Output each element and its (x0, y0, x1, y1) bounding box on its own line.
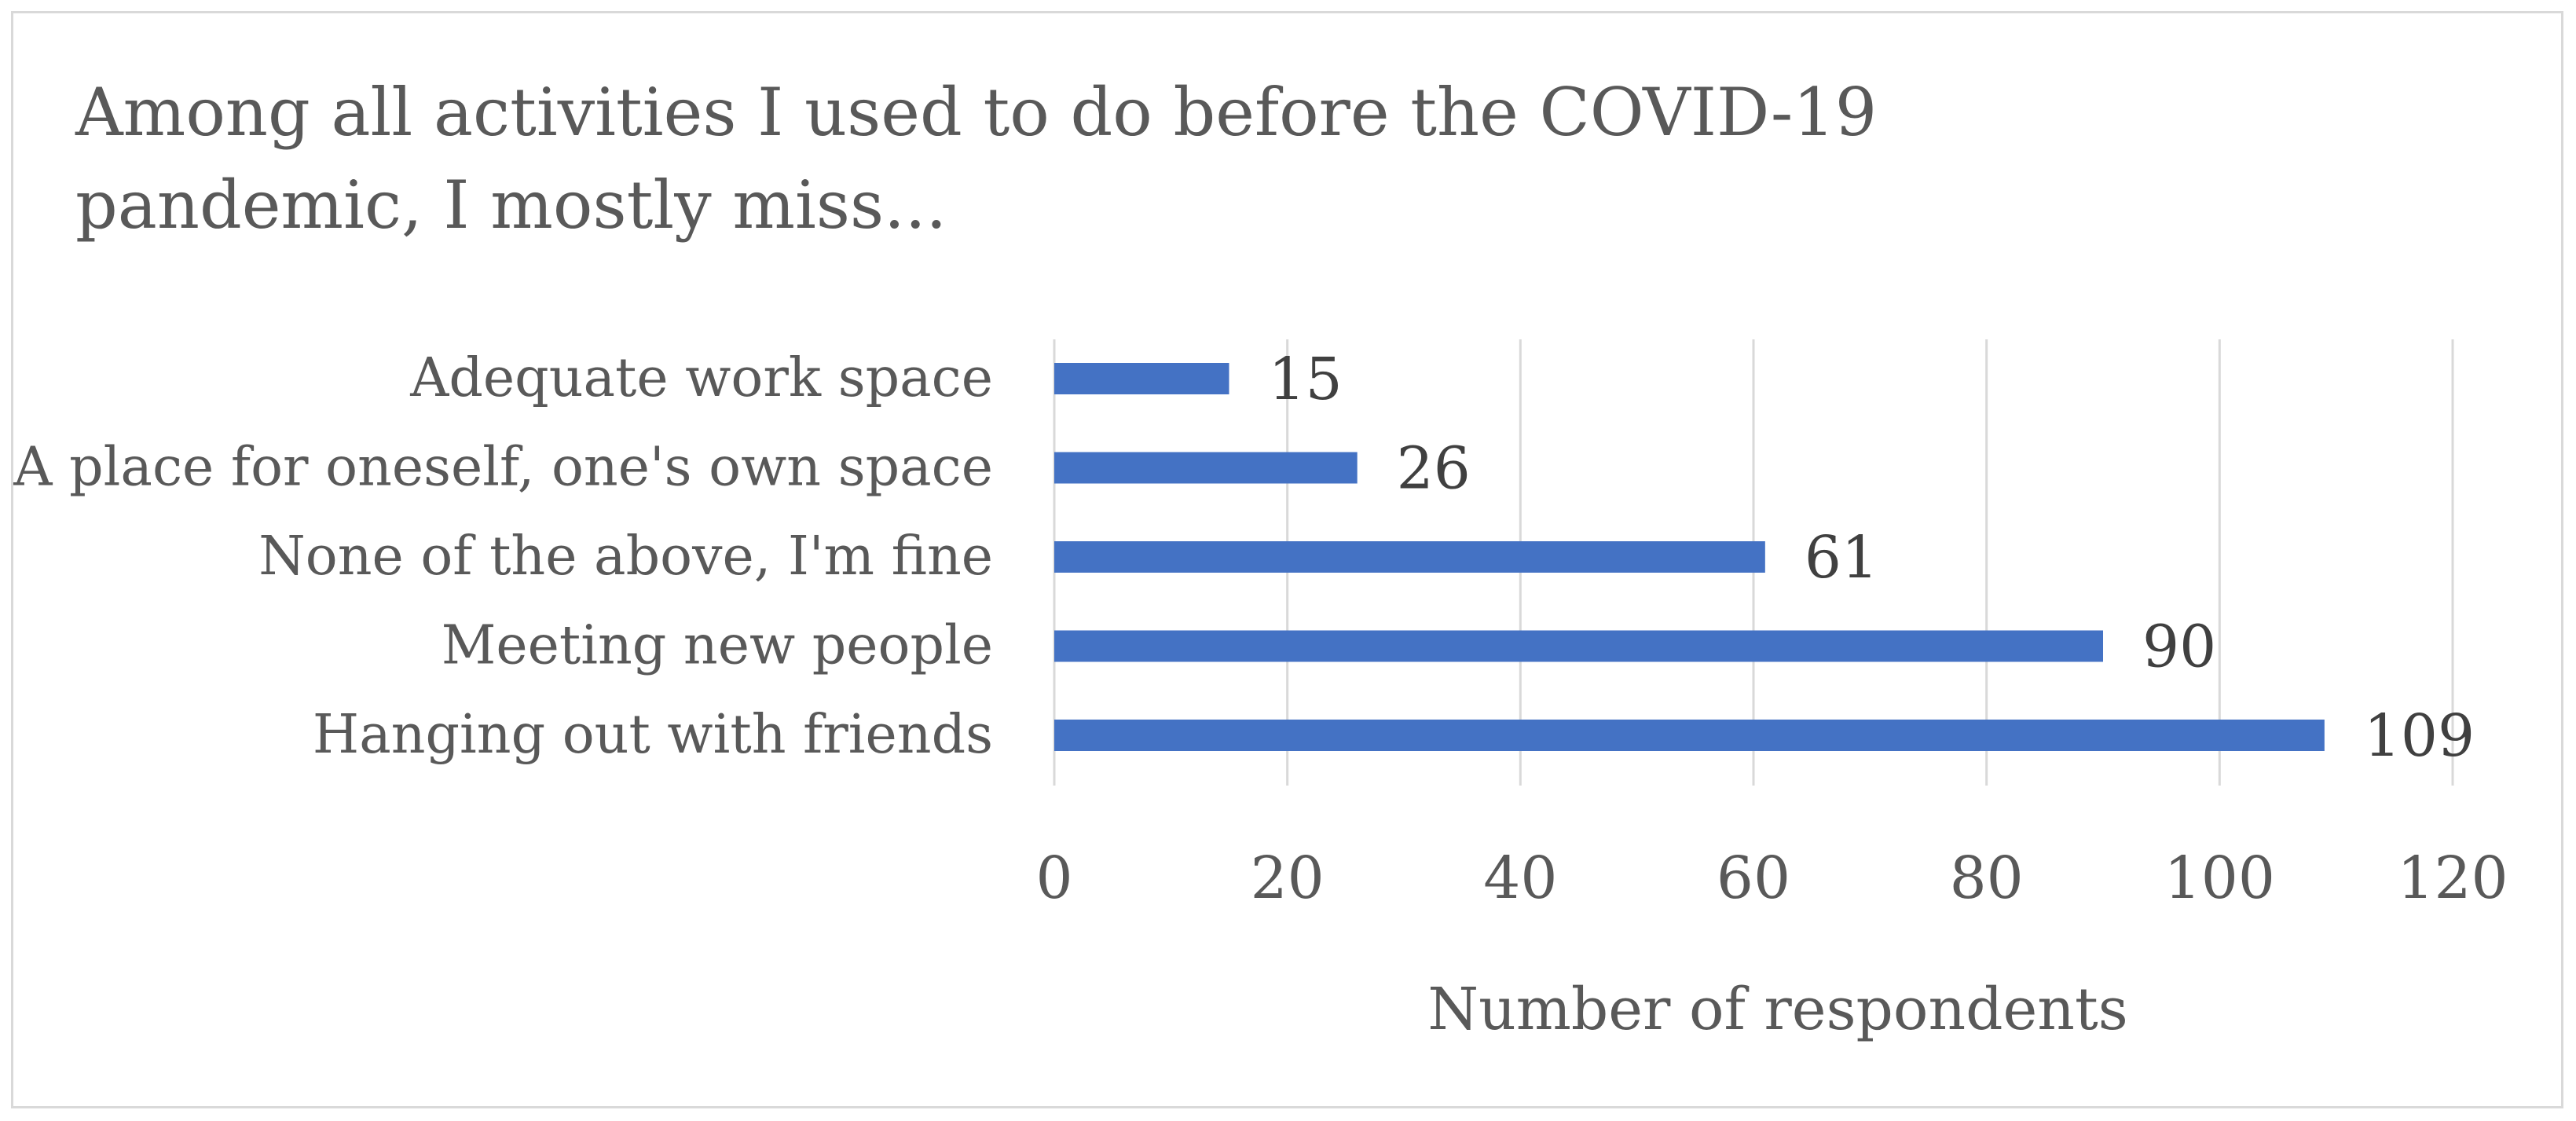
category-labels: Adequate work space A place for oneself, … (13, 347, 993, 766)
x-tick-label-20: 20 (1251, 844, 1325, 912)
category-label-4: Hanging out with friends (313, 704, 993, 766)
bar-2 (1054, 541, 1765, 573)
bars (1054, 363, 2325, 751)
value-label-3: 90 (2142, 614, 2216, 681)
chart-title: Among all activities I used to do before… (75, 74, 1878, 244)
x-tick-label-40: 40 (1483, 844, 1557, 912)
value-labels: 15 26 61 90 109 (1269, 346, 2475, 770)
x-axis-title: Number of respondents (1427, 976, 2127, 1043)
x-tick-label-0: 0 (1035, 844, 1072, 912)
category-label-0: Adequate work space (409, 347, 993, 409)
x-tick-label-120: 120 (2397, 844, 2508, 912)
value-label-0: 15 (1269, 346, 1343, 413)
value-label-4: 109 (2364, 702, 2475, 770)
x-tick-label-100: 100 (2164, 844, 2275, 912)
x-tick-label-80: 80 (1950, 844, 2024, 912)
x-tick-label-60: 60 (1717, 844, 1790, 912)
bar-0 (1054, 363, 1229, 394)
bar-1 (1054, 452, 1358, 484)
category-label-2: None of the above, I'm fine (258, 526, 993, 588)
value-label-2: 61 (1805, 524, 1878, 592)
bar-3 (1054, 630, 2103, 662)
bar-4 (1054, 720, 2325, 751)
value-label-1: 26 (1397, 435, 1471, 503)
category-label-1: A place for oneself, one's own space (13, 437, 993, 499)
tick-labels: 0 20 40 60 80 100 120 (1035, 844, 2508, 912)
category-label-3: Meeting new people (442, 615, 993, 677)
